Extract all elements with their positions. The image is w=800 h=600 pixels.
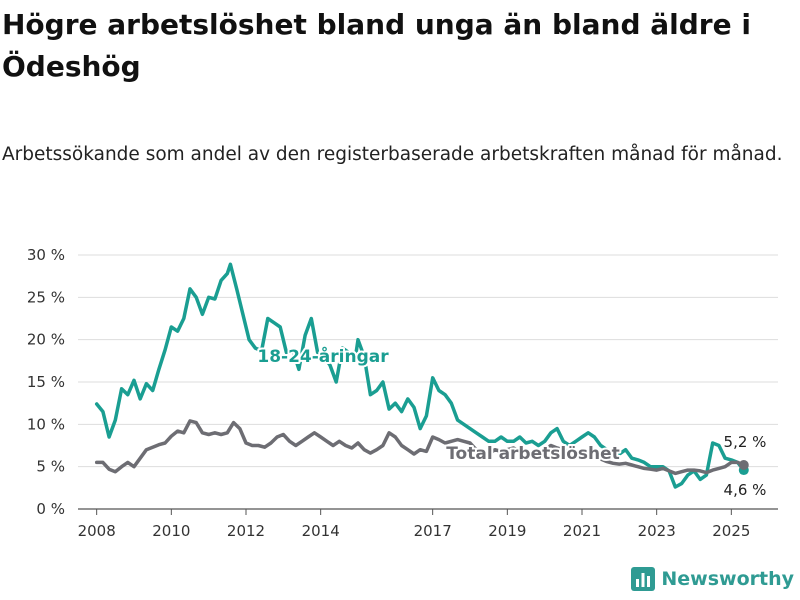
series-label-youth: 18-24-åringar: [257, 345, 389, 367]
x-tick-label: 2014: [302, 522, 340, 540]
series-lines: [94, 262, 749, 489]
x-tick-label: 2025: [712, 522, 750, 540]
x-tick-label: 2012: [227, 522, 265, 540]
x-tick-label: 2021: [563, 522, 601, 540]
x-tick-label: 2017: [414, 522, 452, 540]
x-tick-label: 2023: [638, 522, 676, 540]
y-tick-label: 30 %: [27, 246, 65, 264]
brand-name: Newsworthy: [661, 568, 794, 590]
series-labels: 18-24-åringar Total arbetslöshet 5,2 % 4,6 …: [255, 343, 768, 501]
bar-chart-icon: [631, 567, 656, 591]
x-tick-label: 2008: [78, 522, 116, 540]
chart-title: Högre arbetslöshet bland unga än bland ä…: [2, 8, 751, 83]
x-tick-label: 2010: [152, 522, 190, 540]
y-axis: 0 % 5 % 10 % 15 % 20 % 25 % 30 %: [27, 246, 65, 518]
x-tick-label: 2019: [488, 522, 526, 540]
end-value-youth: 4,6 %: [724, 481, 767, 499]
end-marker-total: [738, 459, 749, 470]
y-tick-label: 15 %: [27, 373, 65, 391]
newsworthy-logo: Newsworthy: [631, 564, 794, 594]
series-label-total: Total arbetslöshet: [446, 444, 620, 464]
chart-subtitle: Arbetssökande som andel av den registerb…: [2, 144, 783, 165]
y-tick-label: 0 %: [36, 500, 65, 518]
series-line-total: [94, 419, 746, 476]
y-tick-label: 10 %: [27, 415, 65, 433]
x-axis: 2008 2010 2012 2014 2017 2019 2021 2023 2025: [78, 509, 750, 540]
y-tick-label: 5 %: [36, 458, 65, 476]
y-tick-label: 25 %: [27, 288, 65, 306]
series-line-youth: [94, 262, 746, 489]
end-value-total: 5,2 %: [724, 433, 767, 451]
y-tick-label: 20 %: [27, 331, 65, 349]
